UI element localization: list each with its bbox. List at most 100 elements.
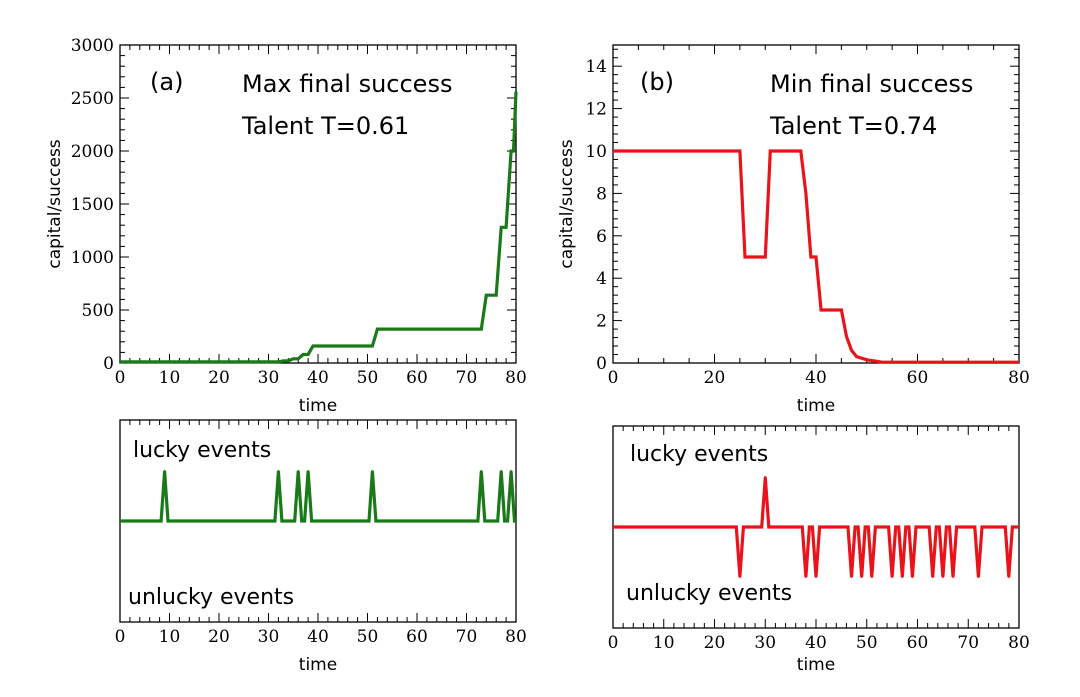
panel-a-events-marks (120, 470, 517, 523)
panel-a-y-tick-label: 1000 (71, 248, 114, 268)
panel-a-y-tick-label: 3000 (71, 36, 114, 56)
panel-a-events-x-tick-label: 60 (406, 627, 428, 647)
panel-b-events-unlucky-event-spike (804, 575, 808, 578)
panel-a-y-tick-label: 2000 (71, 142, 114, 162)
panel-a-capital-chart: 0 10 20 30 40 50 60 70 80 0 500 1000 1500 2000 2500 300… (45, 36, 527, 416)
panel-a-x-tick-label: 0 (115, 368, 126, 388)
panel-b-events-x-tick-label: 80 (1008, 633, 1030, 653)
panel-a-x-tick-label: 60 (406, 368, 428, 388)
panel-b-lucky-label: lucky events (630, 442, 768, 467)
panel-b-events-x-tick-label: 70 (957, 633, 979, 653)
panel-a-events-events-line (120, 471, 517, 523)
panel-b-events-x-tick-label: 60 (907, 633, 929, 653)
panel-a-y-tick-label: 2500 (71, 89, 114, 109)
panel-b-annotation: (b) (640, 68, 674, 96)
panel-a-events-x-tick-label: 80 (505, 627, 527, 647)
panel-a-x-tick-label: 80 (505, 368, 527, 388)
panel-b-y-tick-label: 2 (596, 312, 607, 332)
panel-a-events-ticks: 0 10 20 30 40 50 60 70 80 (115, 420, 527, 647)
panel-a-ticks: 0 10 20 30 40 50 60 70 80 0 500 1000 1500 2000 2500 300… (71, 36, 527, 388)
panel-a-events-lucky-event-spike (163, 470, 167, 473)
panel-b-x-tick-label: 80 (1008, 368, 1030, 388)
panel-a-unlucky-label: unlucky events (128, 585, 294, 610)
panel-b-events-x-tick-label: 50 (856, 633, 878, 653)
panel-b-subtitle: Talent T=0.74 (769, 112, 937, 140)
panel-b-events-unlucky-event-spike (890, 575, 894, 578)
panel-b-y-tick-label: 12 (585, 100, 607, 120)
panel-b-y-tick-label: 6 (596, 227, 607, 247)
panel-b-events-unlucky-event-spike (931, 575, 935, 578)
panel-b-events-events-line (613, 477, 1019, 577)
panel-b-events-ticks: 0 10 20 30 40 50 60 70 80 (608, 426, 1030, 653)
panel-a-events-x-tick-label: 0 (115, 627, 126, 647)
panel-b-y-tick-label: 10 (585, 142, 607, 162)
panel-a-events-lucky-event-spike (296, 470, 300, 473)
panel-a-capital-line (120, 91, 518, 364)
panel-b-events-unlucky-event-spike (941, 575, 945, 578)
panel-b-events-x-tick-label: 40 (805, 633, 827, 653)
panel-a-events-chart: 0 10 20 30 40 50 60 70 80 lucky events unlucky e… (115, 419, 527, 675)
panel-b-events-unlucky-event-spike (814, 575, 818, 578)
panel-b-events-unlucky-event-spike (860, 575, 864, 578)
panel-b-y-tick-label: 14 (585, 57, 607, 77)
panel-a-events-lucky-event-spike (479, 470, 483, 473)
panel-b-events-unlucky-event-spike (911, 575, 914, 578)
panel-a-x-tick-label: 70 (456, 368, 478, 388)
panel-a-marks (120, 91, 518, 364)
panel-b-y-tick-label: 8 (596, 184, 607, 204)
panel-b-y-tick-label: 4 (596, 269, 607, 289)
panel-a-annotation: (a) (150, 68, 183, 96)
panel-a-x-tick-label: 40 (307, 368, 329, 388)
panel-a-x-axis-label: time (299, 396, 337, 416)
panel-a-events-lucky-event-spike (509, 470, 513, 473)
panel-b-x-axis-label: time (797, 396, 835, 416)
panel-b-events-x-tick-label: 30 (754, 633, 776, 653)
panel-b-title: Min final success (770, 70, 973, 98)
panel-a-subtitle: Talent T=0.61 (241, 112, 409, 140)
panel-b-ticks: 0 20 40 60 80 0 2 4 6 8 10 12 14 (585, 45, 1030, 388)
panel-b-capital-line (613, 149, 1019, 364)
panel-a-events-lucky-event-spike (499, 470, 503, 473)
panel-b-y-tick-label: 0 (596, 354, 607, 374)
panel-b-x-tick-label: 20 (704, 368, 726, 388)
panel-b-events-unlucky-event-spike (1007, 575, 1011, 578)
panel-b-unlucky-label: unlucky events (626, 581, 792, 606)
panel-a-y-axis-label: capital/success (45, 139, 65, 268)
panel-b-events-marks (613, 476, 1019, 578)
panel-b-events-x-tick-label: 20 (704, 633, 726, 653)
panel-b-x-tick-label: 60 (907, 368, 929, 388)
panel-b-marks (613, 149, 1019, 364)
panel-b-events-unlucky-event-spike (951, 575, 955, 578)
panel-a-events-lucky-event-spike (277, 470, 280, 473)
panel-b-capital-chart: 0 20 40 60 80 0 2 4 6 8 10 12 14 (b) Min final succe… (557, 44, 1030, 416)
panel-a-events-x-tick-label: 20 (208, 627, 230, 647)
panel-a-y-tick-label: 500 (82, 301, 114, 321)
panel-a-x-tick-label: 30 (258, 368, 280, 388)
panel-b-events-chart: 0 10 20 30 40 50 60 70 80 lucky events unlucky e… (608, 425, 1030, 675)
panel-a-events-x-tick-label: 40 (307, 627, 329, 647)
panel-a-events-lucky-event-spike (306, 470, 310, 473)
panel-b-events-unlucky-event-spike (738, 575, 742, 578)
panel-a-events-lucky-event-spike (371, 470, 374, 473)
panel-b-y-axis-label: capital/success (557, 139, 577, 268)
panel-b-events-x-axis-label: time (797, 655, 835, 675)
panel-a-events-x-tick-label: 70 (456, 627, 478, 647)
panel-a-events-x-tick-label: 10 (159, 627, 181, 647)
panel-b-x-tick-label: 0 (608, 368, 619, 388)
panel-a-lucky-label: lucky events (133, 438, 271, 463)
panel-a-x-tick-label: 50 (357, 368, 379, 388)
panel-a-events-x-tick-label: 30 (258, 627, 280, 647)
panel-a-events-x-axis-label: time (299, 655, 337, 675)
panel-a-y-tick-label: 0 (103, 354, 114, 374)
panel-a-title: Max final success (242, 70, 452, 98)
panel-b-events-x-tick-label: 10 (653, 633, 675, 653)
panel-b-events-unlucky-event-spike (870, 575, 874, 578)
panel-b-x-tick-label: 40 (805, 368, 827, 388)
panel-b-events-unlucky-event-spike (850, 575, 853, 578)
panel-b-events-unlucky-event-spike (900, 575, 904, 578)
panel-b-events-lucky-event-spike (763, 476, 767, 479)
panel-a-y-tick-label: 1500 (71, 195, 114, 215)
panel-b-events-unlucky-event-spike (977, 575, 980, 578)
panel-a-events-x-tick-label: 50 (357, 627, 379, 647)
